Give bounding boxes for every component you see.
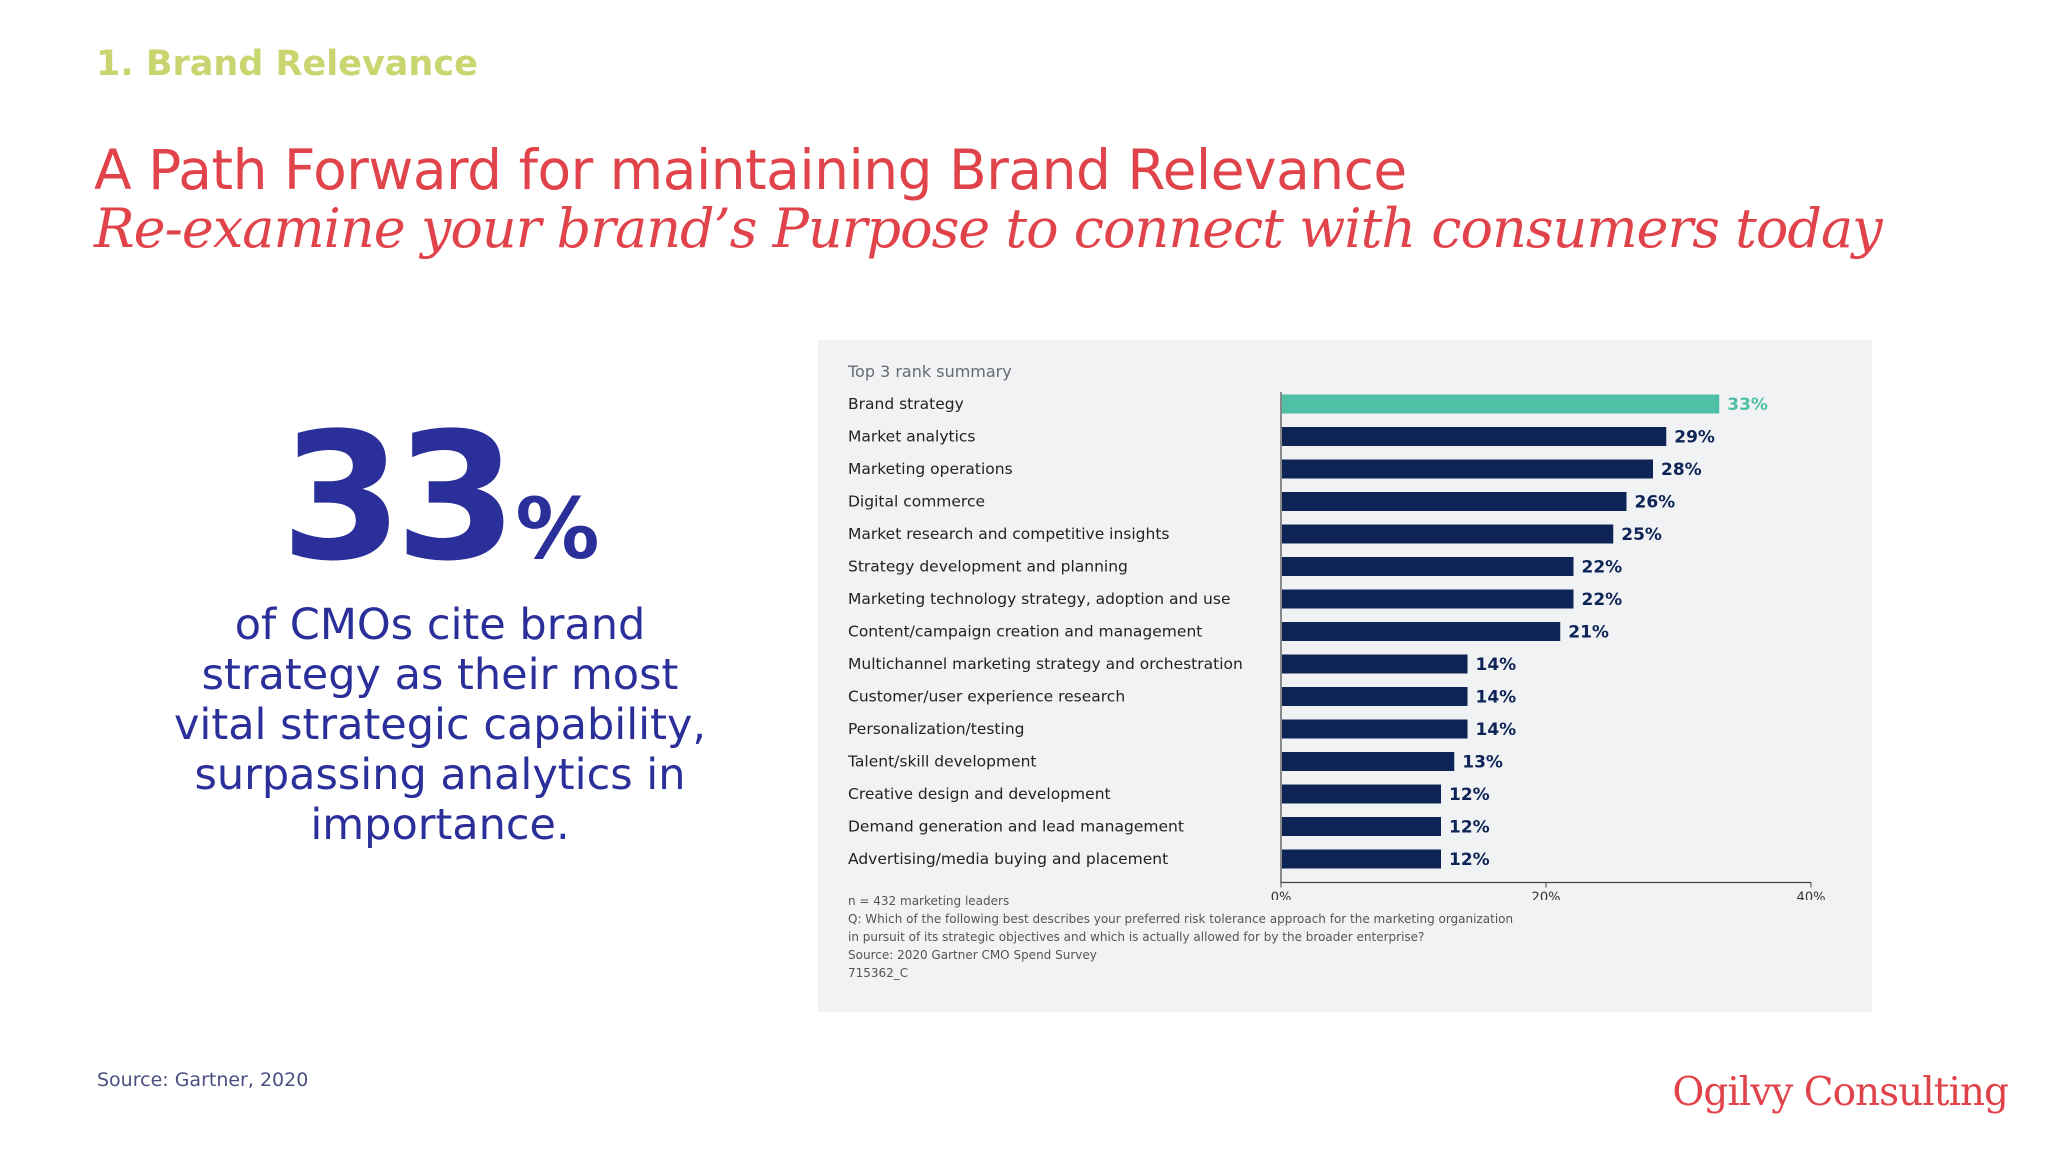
chart-panel: Top 3 rank summary 0% 20% 40% Brand strateg…	[818, 340, 1872, 1012]
page-title: A Path Forward for maintaining Brand Rel…	[94, 138, 1407, 202]
x-tick-label: 40%	[1797, 891, 1826, 901]
bar	[1282, 427, 1667, 446]
bar	[1282, 687, 1468, 706]
bar	[1282, 752, 1455, 771]
category-label: Market research and competitive insights	[848, 525, 1170, 543]
x-tick-label: 20%	[1532, 891, 1561, 901]
bar	[1282, 817, 1441, 836]
category-label: Digital commerce	[848, 493, 985, 511]
bar	[1282, 719, 1468, 739]
bar	[1282, 557, 1574, 576]
value-label: 28%	[1661, 460, 1702, 480]
value-label: 14%	[1476, 720, 1517, 740]
section-label: 1. Brand Relevance	[96, 44, 478, 84]
stat-description: of CMOs cite brand strategy as their mos…	[173, 600, 707, 850]
chart-note: n = 432 marketing leaders	[848, 894, 1010, 908]
bar	[1282, 589, 1574, 609]
page-subtitle: Re-examine your brand’s Purpose to conne…	[94, 197, 1883, 260]
value-label: 12%	[1449, 850, 1490, 870]
bar-chart: 0% 20% 40% Brand strategy 33% Market analytic…	[847, 392, 1826, 901]
category-label: Market analytics	[848, 428, 976, 446]
chart-note: Q: Which of the following best describes…	[848, 912, 1514, 926]
bar	[1282, 849, 1441, 869]
bar	[1282, 492, 1627, 511]
big-stat-number: 33	[280, 395, 517, 600]
big-stat: 33%	[170, 410, 710, 586]
value-label: 29%	[1674, 428, 1715, 448]
category-label: Brand strategy	[848, 395, 964, 413]
category-label: Marketing technology strategy, adoption …	[848, 590, 1230, 608]
big-stat-unit: %	[515, 480, 600, 578]
value-label: 22%	[1582, 558, 1623, 578]
category-label: Strategy development and planning	[848, 558, 1128, 576]
value-label: 14%	[1476, 655, 1517, 675]
value-label: 26%	[1635, 493, 1676, 513]
category-label: Personalization/testing	[848, 720, 1024, 738]
bar	[1282, 459, 1653, 479]
value-label: 13%	[1462, 753, 1503, 773]
value-label: 12%	[1449, 785, 1490, 805]
category-label: Demand generation and lead management	[848, 818, 1184, 836]
category-label: Marketing operations	[848, 460, 1013, 478]
value-label: 14%	[1476, 688, 1517, 708]
bar	[1282, 394, 1720, 414]
source-note: Source: Gartner, 2020	[97, 1069, 309, 1091]
value-label: 22%	[1582, 590, 1623, 610]
chart-title: Top 3 rank summary	[848, 362, 1012, 381]
category-label: Customer/user experience research	[848, 688, 1125, 706]
category-label: Advertising/media buying and placement	[848, 850, 1168, 868]
chart-note: Source: 2020 Gartner CMO Spend Survey	[848, 948, 1097, 962]
value-label: 12%	[1449, 818, 1490, 838]
category-label: Talent/skill development	[847, 753, 1037, 771]
value-label: 25%	[1621, 525, 1662, 545]
category-label: Creative design and development	[848, 785, 1111, 803]
bar	[1282, 524, 1614, 544]
value-label: 21%	[1568, 623, 1609, 643]
bar	[1282, 654, 1468, 674]
category-label: Content/campaign creation and management	[848, 623, 1202, 641]
chart-note: 715362_C	[848, 966, 909, 980]
value-label: 33%	[1727, 395, 1768, 415]
chart-note: in pursuit of its strategic objectives a…	[848, 930, 1425, 944]
category-label: Multichannel marketing strategy and orch…	[848, 655, 1243, 673]
ogilvy-consulting-logo: Ogilvy Consulting	[1672, 1070, 2009, 1115]
chart-notes: n = 432 marketing leaders Q: Which of th…	[848, 892, 1568, 982]
x-tick-label: 0%	[1271, 891, 1292, 901]
bar	[1282, 784, 1441, 804]
bar	[1282, 622, 1561, 641]
